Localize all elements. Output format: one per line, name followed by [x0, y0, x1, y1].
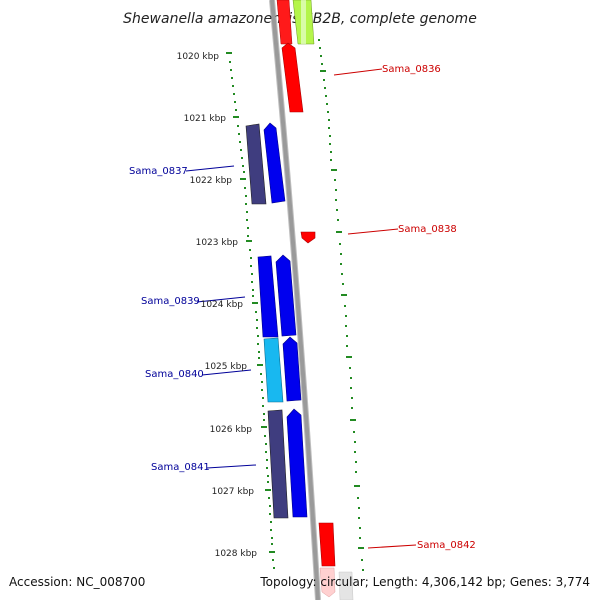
- kbp-label-1024: 1024 kbp: [201, 300, 244, 310]
- sama-0842-leader: [367, 544, 417, 549]
- gene-sama-0836[interactable]: [281, 42, 304, 113]
- accession-text: Accession: NC_008700: [9, 575, 145, 589]
- outer-tick-ring: [318, 39, 364, 571]
- kbp-label-1027: 1027 kbp: [212, 487, 255, 497]
- sama-0839-leader: [196, 296, 246, 303]
- kbp-label-1022: 1022 kbp: [190, 176, 233, 186]
- label-sama-0840[interactable]: Sama_0840: [145, 369, 204, 380]
- kbp-label-1026: 1026 kbp: [210, 425, 253, 435]
- sama-0841-leader: [206, 464, 257, 469]
- sama-0836-leader: [333, 68, 383, 76]
- label-sama-0842[interactable]: Sama_0842: [417, 540, 476, 551]
- gene-pink-bottom[interactable]: [319, 567, 336, 598]
- genome-summary-text: Topology: circular; Length: 4,306,142 bp…: [259, 575, 590, 589]
- kbp-label-1028: 1028 kbp: [215, 549, 258, 559]
- kbp-label-1025: 1025 kbp: [205, 362, 248, 372]
- inner-tick-ring: [226, 52, 275, 569]
- gene-sama-0842[interactable]: [318, 522, 336, 567]
- sama-0840-leader: [201, 369, 252, 376]
- sama-0838-leader: [347, 228, 399, 235]
- label-sama-0837[interactable]: Sama_0837: [129, 166, 188, 177]
- gene-sama-0840-right[interactable]: [282, 336, 302, 402]
- label-sama-0838[interactable]: Sama_0838: [398, 224, 457, 235]
- gene-sama-0837[interactable]: [263, 122, 286, 204]
- label-sama-0836[interactable]: Sama_0836: [382, 64, 441, 75]
- gene-sama-0841[interactable]: [286, 408, 308, 518]
- gene-green-top-highlight: [301, 0, 306, 44]
- kbp-label-1020: 1020 kbp: [177, 52, 220, 62]
- gene-sama-0837-navy[interactable]: [245, 123, 267, 205]
- gene-sama-0840[interactable]: [263, 337, 284, 403]
- genome-backbone: [270, 0, 320, 600]
- gene-red-top[interactable]: [276, 0, 293, 45]
- gene-sama-0839[interactable]: [275, 254, 297, 337]
- gene-grey-bottom[interactable]: [338, 571, 354, 600]
- gene-sama-0841-navy[interactable]: [267, 409, 289, 519]
- label-sama-0839[interactable]: Sama_0839: [141, 296, 200, 307]
- kbp-label-1023: 1023 kbp: [196, 238, 239, 248]
- sama-0837-leader: [185, 165, 235, 172]
- gene-sama-0838[interactable]: [300, 231, 316, 244]
- kbp-label-1021: 1021 kbp: [184, 114, 227, 124]
- gene-sama-0839-left[interactable]: [257, 255, 279, 338]
- label-sama-0841[interactable]: Sama_0841: [151, 462, 210, 473]
